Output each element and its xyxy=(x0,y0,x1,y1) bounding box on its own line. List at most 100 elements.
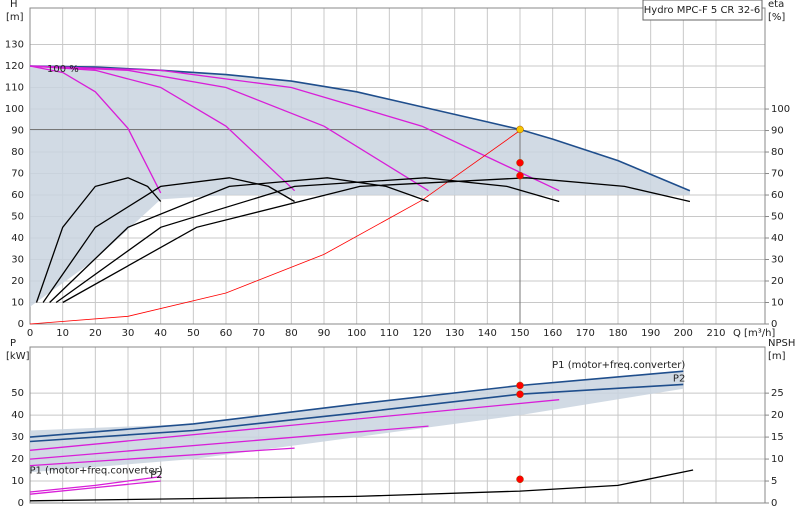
x-tick-label: 10 xyxy=(56,328,69,339)
x-tick-label: 50 xyxy=(187,328,200,339)
series-label: P1 (motor+freq.converter) xyxy=(552,360,685,371)
curve xyxy=(29,65,560,192)
curve xyxy=(29,370,684,438)
plot-frame xyxy=(29,346,766,504)
curve xyxy=(29,475,161,493)
x-tick-label: 130 xyxy=(445,328,464,339)
operating-point xyxy=(516,475,524,484)
series-label: P2 xyxy=(150,470,162,481)
y2-tick-label: 50 xyxy=(771,212,784,223)
curve xyxy=(62,177,691,304)
y-tick-label: 80 xyxy=(11,147,24,158)
y2-tick-label: 100 xyxy=(771,104,790,115)
y-tick-label: 100 xyxy=(5,104,24,115)
y2-tick-label: 5 xyxy=(771,476,777,487)
y-tick-label: 20 xyxy=(11,454,24,465)
series-label: P1 (motor+freq.converter) xyxy=(29,466,162,477)
y-axis-label: H xyxy=(10,0,18,10)
x-tick-label: 100 xyxy=(347,328,366,339)
curve xyxy=(29,130,521,325)
x-tick-label: 180 xyxy=(608,328,627,339)
y2-tick-label: 40 xyxy=(771,233,784,244)
y2-tick-label: 60 xyxy=(771,190,784,201)
y-axis-unit: [kW] xyxy=(6,351,30,362)
y-tick-label: 10 xyxy=(11,298,24,309)
curve xyxy=(29,447,295,467)
y2-tick-label: 20 xyxy=(771,410,784,421)
y-tick-label: 20 xyxy=(11,276,24,287)
y-tick-label: 60 xyxy=(11,190,24,201)
y-tick-label: 30 xyxy=(11,255,24,266)
y2-tick-label: 90 xyxy=(771,126,784,137)
x-tick-label: 70 xyxy=(252,328,265,339)
x-tick-label: 80 xyxy=(285,328,298,339)
y-axis-label: P xyxy=(10,338,16,349)
y2-tick-label: 0 xyxy=(771,319,777,330)
operating-point xyxy=(516,171,524,180)
x-tick-label: 30 xyxy=(122,328,135,339)
x-tick-label: 150 xyxy=(510,328,529,339)
x-tick-label: 170 xyxy=(576,328,595,339)
y2-tick-label: 25 xyxy=(771,388,784,399)
y2-axis-unit: [%] xyxy=(768,12,785,23)
y-tick-label: 40 xyxy=(11,233,24,244)
operating-point xyxy=(516,159,524,167)
curve xyxy=(55,177,560,304)
x-tick-label: 60 xyxy=(220,328,233,339)
x-tick-label: 200 xyxy=(674,328,693,339)
chart-title: Hydro MPC-F 5 CR 32-6 xyxy=(644,5,761,16)
y2-axis-unit: [m] xyxy=(768,351,786,362)
x-tick-label: 120 xyxy=(412,328,431,339)
y2-tick-label: 10 xyxy=(771,298,784,309)
y2-tick-label: 0 xyxy=(771,498,777,509)
y2-axis-label: NPSH xyxy=(768,338,795,349)
curve xyxy=(29,425,429,460)
y-tick-label: 110 xyxy=(5,83,24,94)
y-tick-label: 120 xyxy=(5,61,24,72)
x-tick-label: 140 xyxy=(478,328,497,339)
operating-point xyxy=(516,381,524,390)
y2-tick-label: 10 xyxy=(771,454,784,465)
curve xyxy=(29,399,560,451)
y-tick-label: 40 xyxy=(11,410,24,421)
y-tick-label: 50 xyxy=(11,388,24,399)
legend-box xyxy=(642,0,763,21)
y2-tick-label: 15 xyxy=(771,432,784,443)
curve xyxy=(29,480,161,495)
x-tick-label: 0 xyxy=(27,328,33,339)
operating-point xyxy=(516,390,524,398)
operating-point xyxy=(516,125,524,134)
curve xyxy=(29,65,429,192)
y2-tick-label: 70 xyxy=(771,169,784,180)
x-tick-label: 110 xyxy=(380,328,399,339)
x-tick-label: 40 xyxy=(154,328,167,339)
x-tick-label: 210 xyxy=(706,328,725,339)
curve xyxy=(29,65,162,194)
y-tick-label: 70 xyxy=(11,169,24,180)
y-axis-unit: [m] xyxy=(6,12,24,23)
y-tick-label: 30 xyxy=(11,432,24,443)
y2-tick-label: 30 xyxy=(771,255,784,266)
y2-axis-label: eta xyxy=(768,0,784,10)
y2-tick-label: 80 xyxy=(771,147,784,158)
x-tick-label: 90 xyxy=(318,328,331,339)
x-axis-label: Q [m³/h] xyxy=(733,328,775,339)
y2-tick-label: 20 xyxy=(771,276,784,287)
y-tick-label: 50 xyxy=(11,212,24,223)
y-tick-label: 10 xyxy=(11,476,24,487)
curve xyxy=(29,383,684,443)
curve xyxy=(35,177,162,303)
series-label: P2 xyxy=(673,373,685,384)
curve xyxy=(42,177,295,303)
x-tick-label: 190 xyxy=(641,328,660,339)
y-tick-label: 90 xyxy=(11,126,24,137)
curve xyxy=(29,469,694,502)
y-tick-label: 0 xyxy=(18,319,24,330)
curve xyxy=(29,65,296,192)
y-tick-label: 130 xyxy=(5,40,24,51)
curve-annotation: 100 % xyxy=(47,64,79,75)
curve xyxy=(49,177,429,303)
x-tick-label: 20 xyxy=(89,328,102,339)
y-tick-label: 0 xyxy=(18,498,24,509)
